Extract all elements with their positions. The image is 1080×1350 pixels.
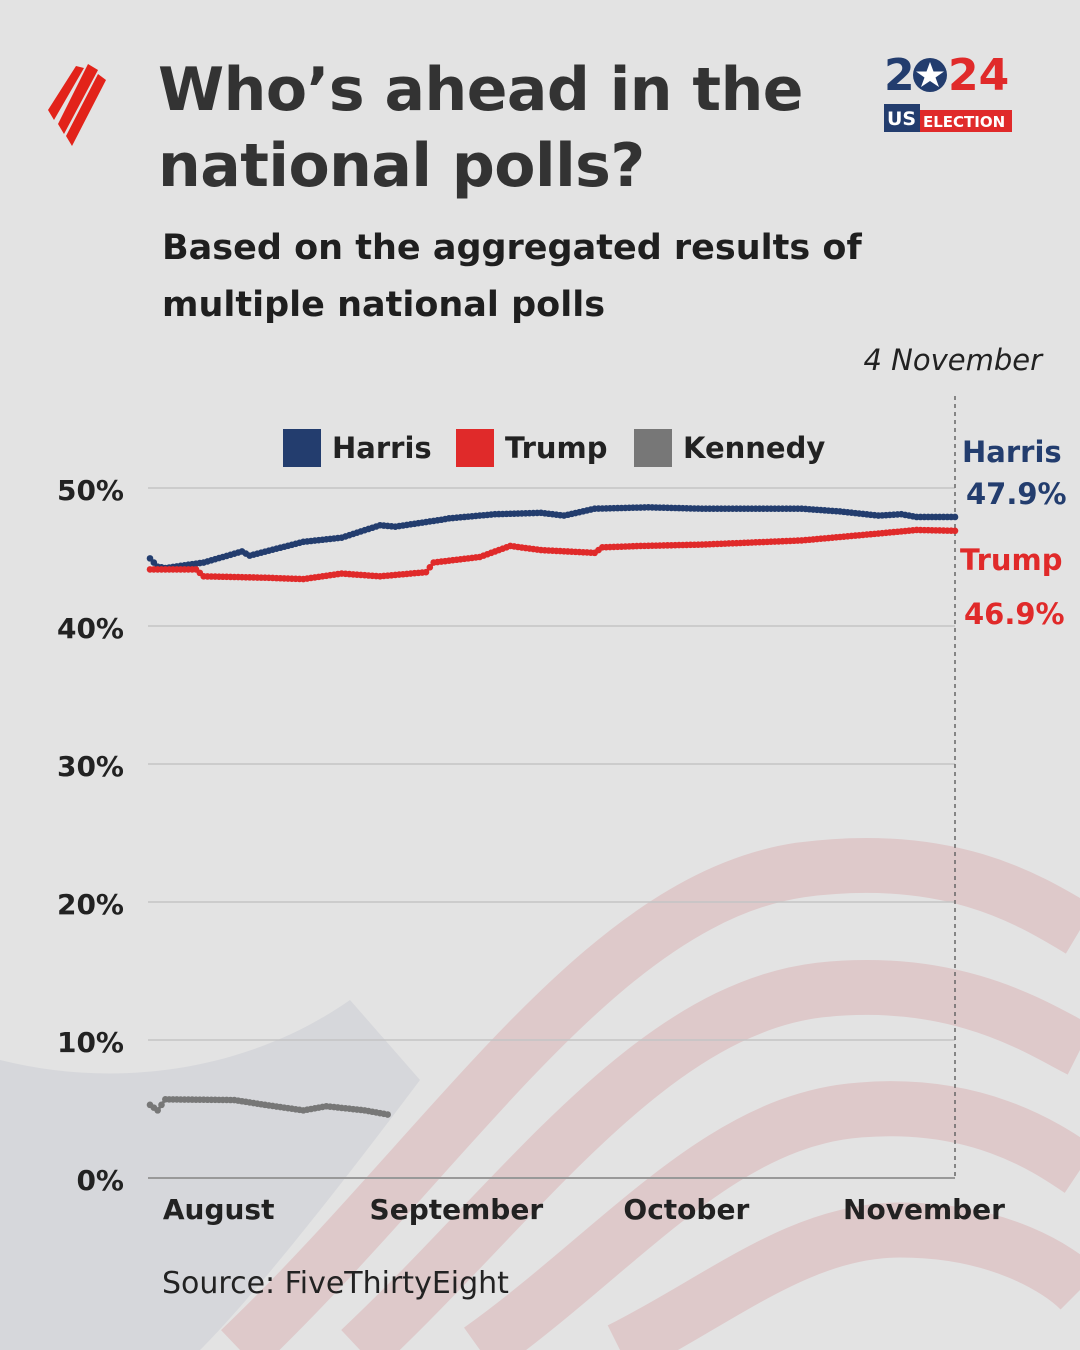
y-tick-label: 40% [57,612,124,645]
data-point [154,1107,161,1114]
end-label-harris: Harris 47.9% [962,435,1067,511]
series-trump [146,526,959,583]
end-label-value: 47.9% [966,477,1067,511]
data-point [951,513,959,521]
legend-item-kennedy: Kennedy [634,429,825,467]
data-point [384,1111,391,1118]
title-line: national polls? [158,131,645,201]
svg-text:US: US [887,108,916,130]
subtitle-line: Based on the aggregated results of [162,228,862,268]
end-label-trump: Trump 46.9% [960,543,1065,631]
subtitle: Based on the aggregated results of multi… [162,220,862,334]
end-label-value: 46.9% [964,597,1065,631]
x-tick-label: November [843,1193,1005,1226]
x-tick-label: August [163,1193,275,1226]
legend-label: Trump [505,431,608,465]
date-marker-label: 4 November [863,343,1042,377]
legend-item-harris: Harris [283,429,432,467]
y-tick-label: 10% [57,1026,124,1059]
y-tick-label: 50% [57,474,124,507]
data-point [158,1101,165,1109]
data-point [422,568,430,576]
legend-swatch [283,429,321,467]
legend-item-trump: Trump [456,429,608,467]
data-point [150,559,158,566]
us-election-2024-logo: 2 24 US ELECTION [884,52,1012,132]
subtitle-line: multiple national polls [162,285,606,325]
page-title: Who’s ahead in the national polls? [158,52,804,204]
legend-label: Harris [332,431,432,465]
svg-text:24: 24 [948,52,1009,101]
data-point [146,555,154,562]
legend-label: Kennedy [683,431,825,465]
data-point [951,527,959,535]
legend-swatch [634,429,672,467]
y-tick-label: 20% [57,888,124,921]
sbs-logo [48,64,106,146]
svg-text:2: 2 [884,52,915,101]
x-tick-label: October [623,1193,749,1226]
series-kennedy [146,1096,391,1118]
y-tick-label: 0% [76,1164,124,1197]
legend-swatch [456,429,494,467]
x-tick-label: September [370,1193,544,1226]
svg-text:ELECTION: ELECTION [923,113,1005,131]
data-point [426,564,434,571]
series-harris [146,504,959,572]
source-note: Source: FiveThirtyEight [162,1266,509,1301]
end-label-name: Trump [960,543,1063,577]
end-label-name: Harris [962,435,1062,469]
y-tick-label: 30% [57,750,124,783]
title-line: Who’s ahead in the [158,55,804,125]
